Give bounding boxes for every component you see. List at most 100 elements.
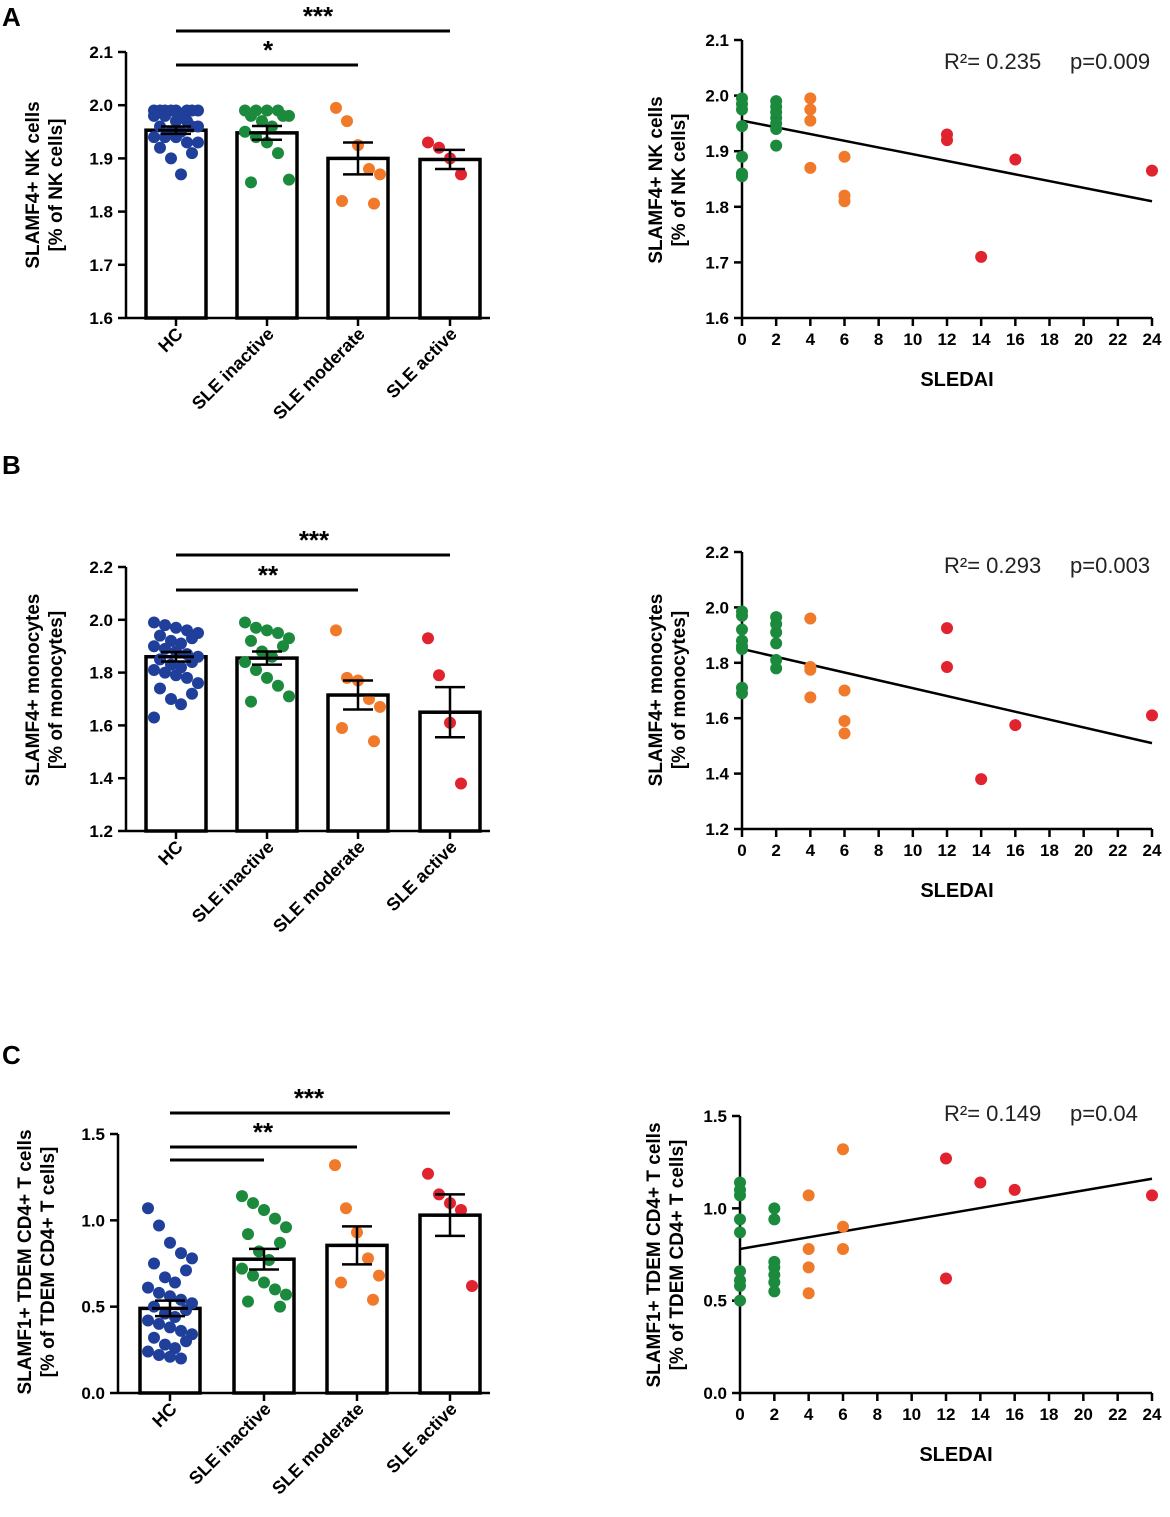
x-tick-label: 4 bbox=[806, 841, 816, 860]
y-axis-label-line: SLAMF4+ monocytes bbox=[23, 594, 44, 787]
x-tick-label: 18 bbox=[1040, 1405, 1059, 1424]
data-point bbox=[838, 684, 851, 697]
x-tick-label: 8 bbox=[874, 330, 883, 349]
data-point bbox=[258, 1276, 270, 1289]
data-point bbox=[164, 1290, 176, 1303]
category-label: HC bbox=[154, 837, 187, 870]
significance-label: *** bbox=[294, 1083, 325, 1113]
data-point bbox=[180, 1335, 192, 1348]
y-axis-label-line: SLAMF4+ NK cells bbox=[646, 96, 667, 263]
x-tick-label: 0 bbox=[735, 1405, 744, 1424]
data-point bbox=[804, 691, 817, 704]
x-tick-label: 14 bbox=[972, 330, 991, 349]
data-point bbox=[154, 682, 166, 695]
y-tick-label: 1.8 bbox=[705, 198, 729, 217]
data-point bbox=[804, 103, 817, 116]
y-tick-label: 1.2 bbox=[705, 820, 729, 839]
data-point bbox=[804, 114, 817, 127]
data-point bbox=[975, 773, 988, 786]
y-tick-label: 1.6 bbox=[89, 716, 113, 735]
data-point bbox=[941, 622, 953, 635]
y-tick-label: 0.0 bbox=[81, 1384, 105, 1403]
x-tick-label: 10 bbox=[902, 1405, 921, 1424]
y-tick-label: 2.1 bbox=[89, 43, 113, 62]
data-point bbox=[1009, 719, 1022, 732]
data-point bbox=[838, 714, 851, 727]
data-point bbox=[770, 139, 783, 152]
data-point bbox=[175, 168, 187, 181]
data-point bbox=[838, 150, 851, 163]
data-point bbox=[153, 1286, 165, 1299]
y-axis-label: SLAMF1+ TDEM CD4+ T cells [% of TDEM CD4+… bbox=[15, 1129, 59, 1394]
y-tick-label: 1.8 bbox=[89, 664, 113, 683]
data-point bbox=[175, 1324, 187, 1337]
x-tick-label: 16 bbox=[1006, 330, 1025, 349]
data-point bbox=[142, 1202, 154, 1215]
data-point bbox=[164, 1321, 176, 1334]
data-point bbox=[245, 176, 257, 189]
data-point bbox=[736, 623, 748, 636]
p-value-label: p=0.003 bbox=[1070, 553, 1150, 578]
category-label: SLE inactive bbox=[188, 837, 278, 927]
chart-c-left: 0.0 0.5 1.0 1.5 SLAMF1+ TDEM CD4+ T cells [% … bbox=[15, 1083, 490, 1498]
data-point bbox=[148, 640, 160, 653]
y-axis-label: SLAMF4+ NK cells [% of NK cells] bbox=[23, 101, 67, 268]
data-point bbox=[280, 1221, 292, 1234]
x-tick-label: 6 bbox=[840, 330, 849, 349]
data-point bbox=[804, 92, 817, 105]
data-point bbox=[236, 1262, 248, 1275]
data-point bbox=[159, 1338, 171, 1351]
data-point bbox=[341, 671, 353, 684]
data-point bbox=[1009, 153, 1022, 166]
data-point bbox=[1008, 1183, 1021, 1196]
data-point bbox=[236, 1190, 248, 1203]
data-point bbox=[283, 173, 295, 186]
y-axis-label: SLAMF4+ monocytes [% of monocytes] bbox=[23, 594, 67, 787]
x-tick-label: 12 bbox=[937, 1405, 956, 1424]
data-point bbox=[170, 621, 182, 634]
data-point bbox=[362, 1252, 374, 1265]
y-tick-label: 2.0 bbox=[705, 598, 729, 617]
x-tick-label: 18 bbox=[1040, 841, 1059, 860]
data-point bbox=[245, 634, 257, 647]
regression-line bbox=[741, 119, 1153, 203]
x-tick-label: 14 bbox=[972, 841, 991, 860]
category-label: SLE moderate bbox=[269, 837, 369, 937]
data-point bbox=[975, 250, 988, 263]
data-point bbox=[153, 1349, 165, 1362]
data-point bbox=[1146, 164, 1158, 177]
panel-letter-a: A bbox=[2, 2, 21, 32]
x-tick-label: 10 bbox=[903, 841, 922, 860]
data-point bbox=[148, 109, 160, 122]
y-tick-label: 0.5 bbox=[703, 1292, 727, 1311]
y-tick-label: 0.0 bbox=[703, 1384, 727, 1403]
data-point bbox=[165, 693, 177, 705]
data-point bbox=[239, 616, 251, 629]
data-point bbox=[838, 727, 851, 740]
data-point bbox=[154, 653, 166, 666]
data-point bbox=[770, 654, 783, 667]
data-point bbox=[770, 637, 783, 650]
y-tick-label: 1.0 bbox=[703, 1199, 727, 1218]
data-point bbox=[335, 1276, 347, 1289]
y-tick-label: 1.9 bbox=[89, 149, 113, 168]
x-tick-label: 12 bbox=[938, 841, 957, 860]
x-tick-label: 2 bbox=[771, 841, 780, 860]
regression-line bbox=[739, 1177, 1153, 1251]
data-point bbox=[142, 1281, 154, 1294]
y-tick-label: 1.0 bbox=[81, 1211, 105, 1230]
category-label: HC bbox=[154, 324, 187, 357]
data-point bbox=[283, 690, 295, 703]
y-tick-label: 2.2 bbox=[89, 558, 113, 577]
data-point bbox=[181, 136, 193, 149]
data-point bbox=[239, 656, 251, 669]
data-point bbox=[164, 1236, 176, 1249]
r-squared-label: R²= 0.149 bbox=[944, 1101, 1041, 1126]
y-axis-label-line: [% of NK cells] bbox=[46, 118, 67, 251]
data-point bbox=[736, 609, 748, 622]
data-point bbox=[164, 1350, 176, 1363]
x-tick-label: 8 bbox=[873, 1405, 882, 1424]
chart-b-right: 1.2 1.4 1.6 1.8 2.0 2.2 SLAMF4+ monocytes [% of… bbox=[646, 543, 1162, 902]
data-point bbox=[330, 624, 342, 637]
